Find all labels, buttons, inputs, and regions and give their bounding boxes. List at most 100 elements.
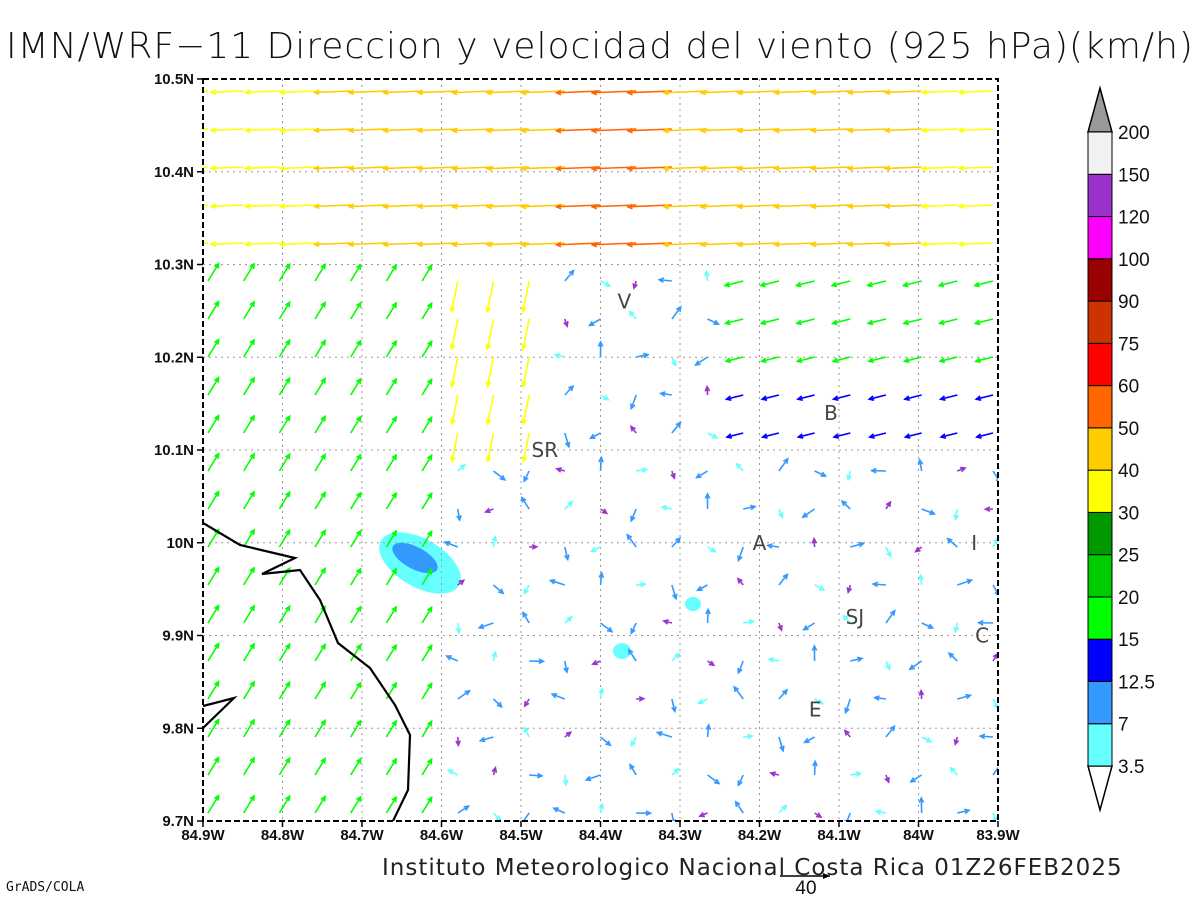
wind-vector (846, 241, 886, 248)
wind-vector (655, 731, 673, 738)
colorbar-segment (1087, 427, 1113, 471)
wind-vector (778, 457, 789, 472)
wind-vector (350, 491, 362, 510)
wind-vector (918, 573, 924, 586)
wind-vector (630, 622, 637, 635)
wind-vector (350, 377, 362, 396)
wind-vector (209, 165, 244, 172)
wind-vector (909, 774, 923, 783)
wind-vector (760, 394, 780, 401)
wind-vector (207, 566, 220, 586)
wind-vector (207, 490, 220, 510)
wind-vector (733, 685, 744, 700)
wind-vector (662, 89, 708, 96)
wind-vector (736, 203, 779, 210)
colorbar-label: 30 (1118, 503, 1139, 524)
wind-vector (957, 127, 994, 134)
map-title: IMN/WRF−11 Direccion y velocidad del vie… (6, 26, 1194, 67)
wind-vector (699, 89, 744, 96)
wind-vector (974, 394, 994, 401)
wind-vector (671, 536, 682, 548)
y-tick-label: 10.4N (154, 164, 194, 181)
colorbar-label: 15 (1118, 630, 1139, 651)
y-tick-label: 10N (166, 535, 194, 552)
wind-vector (867, 356, 887, 364)
wind-vector (278, 490, 291, 510)
colorbar-label: 75 (1118, 334, 1139, 355)
wind-vector (802, 622, 816, 631)
colorbar-label: 60 (1118, 377, 1139, 398)
wind-vector (278, 338, 291, 358)
wind-vector (723, 280, 744, 288)
city-label-sj: SJ (846, 605, 865, 629)
wind-vector (312, 165, 351, 172)
wind-vector (243, 127, 280, 134)
wind-vector (846, 89, 886, 96)
wind-vector (587, 318, 601, 327)
wind-vector (443, 540, 459, 548)
colorbar-label: 20 (1118, 588, 1139, 609)
wind-vector (278, 452, 291, 472)
wind-vector (947, 651, 958, 662)
wind-vector (446, 769, 459, 776)
colorbar-segment (1087, 511, 1113, 556)
wind-vector (564, 500, 574, 510)
wind-vector (243, 203, 280, 210)
wind-vector (485, 89, 530, 96)
wind-vector (844, 698, 852, 715)
wind-vector (846, 470, 852, 482)
wind-vector (694, 356, 708, 366)
wind-vector (759, 280, 780, 288)
wind-vector (921, 508, 936, 516)
wind-vector (629, 763, 637, 776)
wind-vector (736, 165, 779, 172)
wind-vector (885, 546, 892, 559)
wind-vector (704, 492, 711, 510)
wind-vector (759, 356, 780, 364)
wind-vector (917, 458, 924, 472)
wind-vector (520, 496, 530, 510)
x-tick-label: 83.9W (976, 827, 1020, 844)
wind-vector (207, 794, 220, 814)
wind-vector (597, 340, 604, 358)
wind-vector (957, 693, 973, 700)
wind-vector (885, 609, 896, 624)
wind-vector (938, 394, 958, 401)
wind-vector (938, 356, 958, 364)
wind-vector (449, 318, 459, 351)
wind-vector (600, 280, 612, 287)
wind-vector (589, 546, 601, 552)
wind-vector (421, 681, 433, 700)
wind-vector (777, 622, 783, 632)
wind-vector (555, 467, 566, 473)
wind-vector (973, 280, 994, 288)
wind-vector (548, 578, 566, 586)
wind-vector (735, 462, 744, 472)
wind-vector (242, 718, 256, 738)
colorbar-segment (1087, 680, 1113, 725)
wind-vector (554, 165, 601, 172)
wind-vector (885, 500, 892, 510)
wind-speed-shading (379, 532, 701, 659)
wind-vector (492, 470, 507, 481)
wind-vector (314, 719, 327, 738)
wind-vector (209, 241, 244, 248)
wind-vector (550, 693, 566, 700)
wind-vector (278, 528, 291, 548)
colorbar-segment (1087, 554, 1113, 598)
wind-vector (242, 490, 256, 510)
wind-vector (767, 657, 780, 663)
colorbar-segment (1087, 300, 1113, 344)
colorbar-segment (1087, 385, 1113, 429)
wind-vector (707, 432, 719, 439)
wind-vector (707, 318, 721, 325)
colorbar-segment (1087, 596, 1113, 640)
wind-vector (696, 584, 708, 592)
wind-vector (314, 453, 327, 472)
wind-vector (314, 567, 327, 586)
wind-vector (660, 505, 673, 511)
wind-vector (630, 508, 637, 523)
wind-vector (449, 356, 459, 389)
wind-vector (314, 377, 327, 396)
wind-vector (421, 757, 433, 776)
